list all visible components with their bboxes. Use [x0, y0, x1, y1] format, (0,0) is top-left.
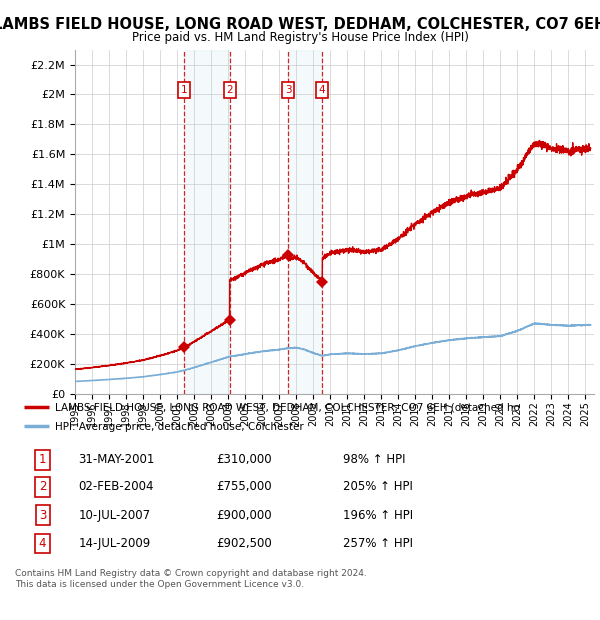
Text: £902,500: £902,500 — [217, 537, 272, 550]
Text: 31-MAY-2001: 31-MAY-2001 — [78, 453, 155, 466]
Bar — [288, 50, 322, 394]
Text: 98% ↑ HPI: 98% ↑ HPI — [343, 453, 406, 466]
Text: HPI: Average price, detached house, Colchester: HPI: Average price, detached house, Colc… — [55, 422, 304, 432]
Text: 3: 3 — [39, 508, 46, 521]
Text: 1: 1 — [39, 453, 46, 466]
Text: 02-FEB-2004: 02-FEB-2004 — [78, 480, 154, 494]
Text: 14-JUL-2009: 14-JUL-2009 — [78, 537, 151, 550]
Text: 4: 4 — [319, 85, 326, 95]
Text: LAMBS FIELD HOUSE, LONG ROAD WEST, DEDHAM, COLCHESTER, CO7 6EH (detached ho: LAMBS FIELD HOUSE, LONG ROAD WEST, DEDHA… — [55, 402, 520, 413]
Text: 3: 3 — [285, 85, 292, 95]
Bar — [184, 50, 230, 394]
Text: 10-JUL-2007: 10-JUL-2007 — [78, 508, 151, 521]
Text: £310,000: £310,000 — [217, 453, 272, 466]
Text: 4: 4 — [39, 537, 46, 550]
Text: 196% ↑ HPI: 196% ↑ HPI — [343, 508, 413, 521]
Text: 2: 2 — [39, 480, 46, 494]
Text: £755,000: £755,000 — [217, 480, 272, 494]
Text: 1: 1 — [181, 85, 187, 95]
Text: LAMBS FIELD HOUSE, LONG ROAD WEST, DEDHAM, COLCHESTER, CO7 6EH: LAMBS FIELD HOUSE, LONG ROAD WEST, DEDHA… — [0, 17, 600, 32]
Text: Price paid vs. HM Land Registry's House Price Index (HPI): Price paid vs. HM Land Registry's House … — [131, 31, 469, 44]
Text: £900,000: £900,000 — [217, 508, 272, 521]
Text: Contains HM Land Registry data © Crown copyright and database right 2024.
This d: Contains HM Land Registry data © Crown c… — [15, 569, 367, 588]
Text: 205% ↑ HPI: 205% ↑ HPI — [343, 480, 413, 494]
Text: 257% ↑ HPI: 257% ↑ HPI — [343, 537, 413, 550]
Text: 2: 2 — [226, 85, 233, 95]
